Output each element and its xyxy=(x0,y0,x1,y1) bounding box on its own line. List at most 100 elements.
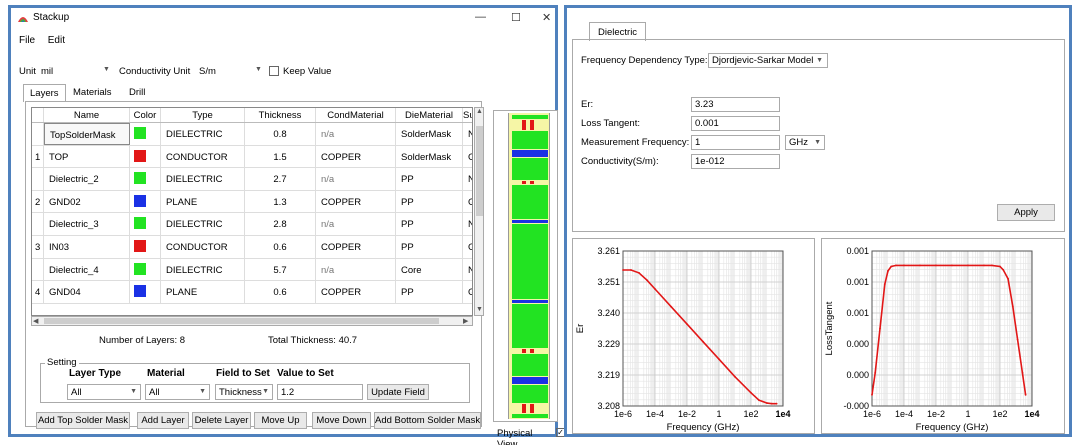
er-input[interactable]: 3.23 xyxy=(691,97,780,112)
cell-cond[interactable]: COPPER xyxy=(316,145,396,168)
add-top-solder-mask-button[interactable]: Add Top Solder Mask xyxy=(36,412,130,429)
cell-name[interactable]: Dielectric_2 xyxy=(44,168,130,190)
move-down-button[interactable]: Move Down xyxy=(312,412,371,429)
cell-name[interactable]: TOP xyxy=(44,145,130,168)
cell-su[interactable]: N xyxy=(463,123,472,145)
menu-file[interactable]: File xyxy=(19,35,36,46)
cell-die[interactable]: PP xyxy=(396,213,463,235)
cell-su[interactable]: N xyxy=(463,259,472,281)
conductivity-input[interactable]: 1e-012 xyxy=(691,154,780,169)
delete-layer-button[interactable]: Delete Layer xyxy=(192,412,251,429)
cell-name[interactable]: GND04 xyxy=(44,281,130,303)
scroll-right-icon[interactable]: ▶ xyxy=(463,318,469,325)
measurement-frequency-input[interactable]: 1 xyxy=(691,135,780,150)
cell-thickness[interactable]: 2.8 xyxy=(245,213,316,235)
color-swatch[interactable] xyxy=(134,240,146,252)
cell-die[interactable]: PP xyxy=(396,281,463,303)
header-name[interactable]: Name xyxy=(44,108,130,122)
loss-tangent-input[interactable]: 0.001 xyxy=(691,116,780,131)
header-su[interactable]: Su xyxy=(463,108,472,122)
layer-type-combo[interactable]: All ▼ xyxy=(67,384,141,400)
cell-cond[interactable]: COPPER xyxy=(316,190,396,213)
tab-dielectric[interactable]: Dielectric xyxy=(589,22,647,41)
close-button[interactable]: ✕ xyxy=(542,12,552,24)
cell-thickness[interactable]: 0.6 xyxy=(245,281,316,303)
cell-name[interactable]: GND02 xyxy=(44,190,130,213)
cell-su[interactable]: G xyxy=(463,281,472,303)
cell-type[interactable]: PLANE xyxy=(161,190,245,213)
table-vertical-scrollbar[interactable]: ▲ ▼ xyxy=(474,107,484,316)
value-to-set-input[interactable]: 1.2 xyxy=(277,384,363,400)
cell-type[interactable]: DIELECTRIC xyxy=(161,168,245,190)
cell-name[interactable]: Dielectric_4 xyxy=(44,258,130,281)
cell-name[interactable]: TopSolderMask xyxy=(44,123,130,145)
apply-button[interactable]: Apply xyxy=(997,204,1055,221)
cell-type[interactable]: DIELECTRIC xyxy=(161,258,245,281)
cell-name[interactable]: IN03 xyxy=(44,236,130,258)
cell-thickness[interactable]: 0.6 xyxy=(245,236,316,258)
cell-color[interactable] xyxy=(130,168,161,190)
cell-color[interactable] xyxy=(130,281,161,303)
cell-cond[interactable]: n/a xyxy=(316,168,396,190)
cell-type[interactable]: DIELECTRIC xyxy=(161,123,245,145)
cell-cond[interactable]: COPPER xyxy=(316,236,396,258)
cell-die[interactable]: PP xyxy=(396,190,463,213)
cell-su[interactable]: G xyxy=(463,146,472,168)
color-swatch[interactable] xyxy=(134,172,146,185)
header-thickness[interactable]: Thickness xyxy=(245,108,316,122)
cell-color[interactable] xyxy=(130,213,161,235)
color-swatch[interactable] xyxy=(134,149,146,162)
cell-cond[interactable]: n/a xyxy=(316,258,396,281)
cell-su[interactable]: G xyxy=(463,191,472,213)
cell-cond[interactable]: COPPER xyxy=(316,281,396,303)
cell-name[interactable]: Dielectric_3 xyxy=(44,213,130,235)
cell-thickness[interactable]: 0.8 xyxy=(245,123,316,145)
cell-type[interactable]: PLANE xyxy=(161,281,245,303)
table-horizontal-scrollbar[interactable]: ◀ ▶ xyxy=(31,316,473,326)
add-bottom-solder-mask-button[interactable]: Add Bottom Solder Mask xyxy=(374,412,481,429)
cell-thickness[interactable]: 1.5 xyxy=(245,145,316,168)
scroll-left-icon[interactable]: ◀ xyxy=(33,318,39,325)
color-swatch[interactable] xyxy=(134,285,146,298)
conductivity-unit-combo[interactable]: S/m xyxy=(199,66,216,77)
color-swatch[interactable] xyxy=(134,194,146,207)
cell-color[interactable] xyxy=(130,190,161,213)
scroll-down-icon[interactable]: ▼ xyxy=(476,306,483,313)
color-swatch[interactable] xyxy=(134,262,146,275)
menu-edit[interactable]: Edit xyxy=(47,35,65,46)
cell-cond[interactable]: n/a xyxy=(316,123,396,145)
add-layer-button[interactable]: Add Layer xyxy=(137,412,189,429)
cell-color[interactable] xyxy=(130,145,161,168)
cell-die[interactable]: PP xyxy=(396,168,463,190)
cell-color[interactable] xyxy=(130,258,161,281)
cell-su[interactable]: G xyxy=(463,236,472,258)
header-type[interactable]: Type xyxy=(161,108,245,122)
field-to-set-combo[interactable]: Thickness ▼ xyxy=(215,384,273,400)
cell-thickness[interactable]: 1.3 xyxy=(245,190,316,213)
cell-thickness[interactable]: 5.7 xyxy=(245,258,316,281)
cell-thickness[interactable]: 2.7 xyxy=(245,168,316,190)
cell-cond[interactable]: n/a xyxy=(316,213,396,235)
header-color[interactable]: Color xyxy=(130,108,161,122)
header-condmaterial[interactable]: CondMaterial xyxy=(316,108,396,122)
unit-combo[interactable]: mil xyxy=(41,66,54,77)
cell-die[interactable]: SolderMask xyxy=(396,145,463,168)
horizontal-scroll-thumb[interactable] xyxy=(44,318,439,324)
move-up-button[interactable]: Move Up xyxy=(254,412,307,429)
tab-materials[interactable]: Materials xyxy=(73,87,112,98)
tab-drill[interactable]: Drill xyxy=(129,87,146,98)
cell-su[interactable]: N xyxy=(463,168,472,190)
cell-color[interactable] xyxy=(130,123,161,145)
tab-layers[interactable]: Layers xyxy=(23,84,66,102)
color-swatch[interactable] xyxy=(134,217,146,230)
cell-su[interactable]: N xyxy=(463,213,472,235)
color-swatch[interactable] xyxy=(134,127,146,139)
